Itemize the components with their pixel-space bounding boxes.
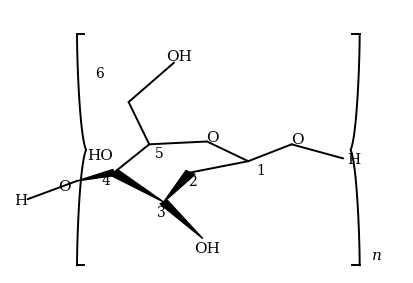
Text: OH: OH bbox=[194, 242, 219, 256]
Text: H: H bbox=[14, 194, 27, 208]
Text: O: O bbox=[290, 133, 303, 147]
Text: OH: OH bbox=[166, 50, 191, 64]
Polygon shape bbox=[110, 170, 163, 202]
Text: H: H bbox=[346, 153, 359, 167]
Text: 4: 4 bbox=[101, 174, 110, 188]
Text: n: n bbox=[371, 248, 381, 263]
Polygon shape bbox=[163, 171, 195, 202]
Text: 1: 1 bbox=[256, 164, 264, 178]
Text: 6: 6 bbox=[95, 67, 104, 81]
Polygon shape bbox=[160, 200, 202, 239]
Text: O: O bbox=[206, 131, 218, 145]
Text: 3: 3 bbox=[157, 206, 166, 220]
Polygon shape bbox=[77, 170, 115, 181]
Text: HO: HO bbox=[87, 149, 112, 162]
Text: 5: 5 bbox=[155, 147, 164, 161]
Text: 2: 2 bbox=[188, 175, 197, 189]
Text: O: O bbox=[58, 179, 71, 194]
